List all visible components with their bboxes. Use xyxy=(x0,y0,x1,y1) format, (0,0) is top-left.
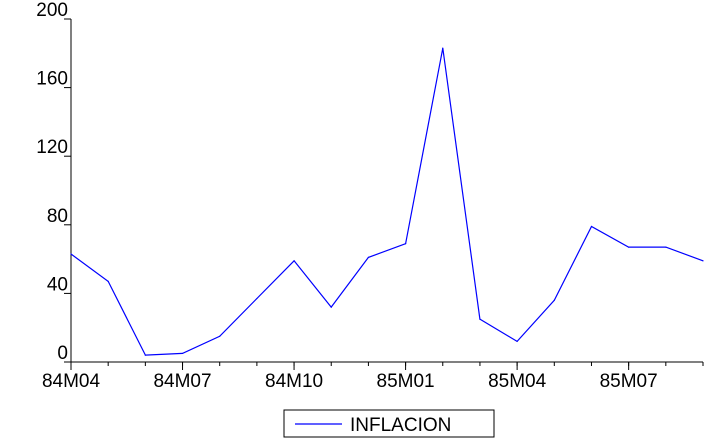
data-point xyxy=(628,246,630,248)
x-tick-label: 85M04 xyxy=(488,371,547,392)
y-tick-label: 80 xyxy=(47,206,68,227)
x-tick-label: 85M01 xyxy=(377,371,435,392)
data-point xyxy=(442,47,444,49)
data-point xyxy=(516,340,518,343)
data-point xyxy=(107,280,109,282)
y-tick-label: 200 xyxy=(36,0,68,21)
legend-label-inflacion: INFLACION xyxy=(350,415,451,436)
data-point xyxy=(404,243,407,245)
data-point xyxy=(367,256,370,258)
data-point xyxy=(665,246,667,248)
series-layer xyxy=(70,47,704,356)
data-point xyxy=(702,260,704,262)
y-tick-label: 0 xyxy=(57,343,68,364)
series-line-inflacion xyxy=(70,48,704,356)
y-tick-label: 160 xyxy=(36,69,68,90)
data-point xyxy=(144,354,146,356)
data-point xyxy=(330,306,332,308)
y-ticks: 0 40 80 120 160 200 xyxy=(36,0,71,364)
y-tick-label: 40 xyxy=(47,274,68,295)
y-tick-label: 120 xyxy=(36,137,68,158)
data-point xyxy=(553,299,555,301)
x-ticks: 84M04 84M07 84M10 85M01 85M04 85M07 xyxy=(42,362,704,392)
x-tick-label: 85M07 xyxy=(600,371,658,392)
data-point xyxy=(590,225,593,228)
data-point xyxy=(479,318,481,320)
data-point xyxy=(181,352,184,355)
axes xyxy=(70,19,703,363)
x-tick-label: 84M10 xyxy=(265,371,323,392)
data-point xyxy=(256,297,258,300)
x-tick-label: 84M04 xyxy=(42,371,101,392)
data-point xyxy=(70,253,72,255)
data-point xyxy=(219,335,221,337)
data-point xyxy=(293,260,295,262)
x-tick-label: 84M07 xyxy=(153,371,211,392)
legend: INFLACION xyxy=(283,409,495,438)
